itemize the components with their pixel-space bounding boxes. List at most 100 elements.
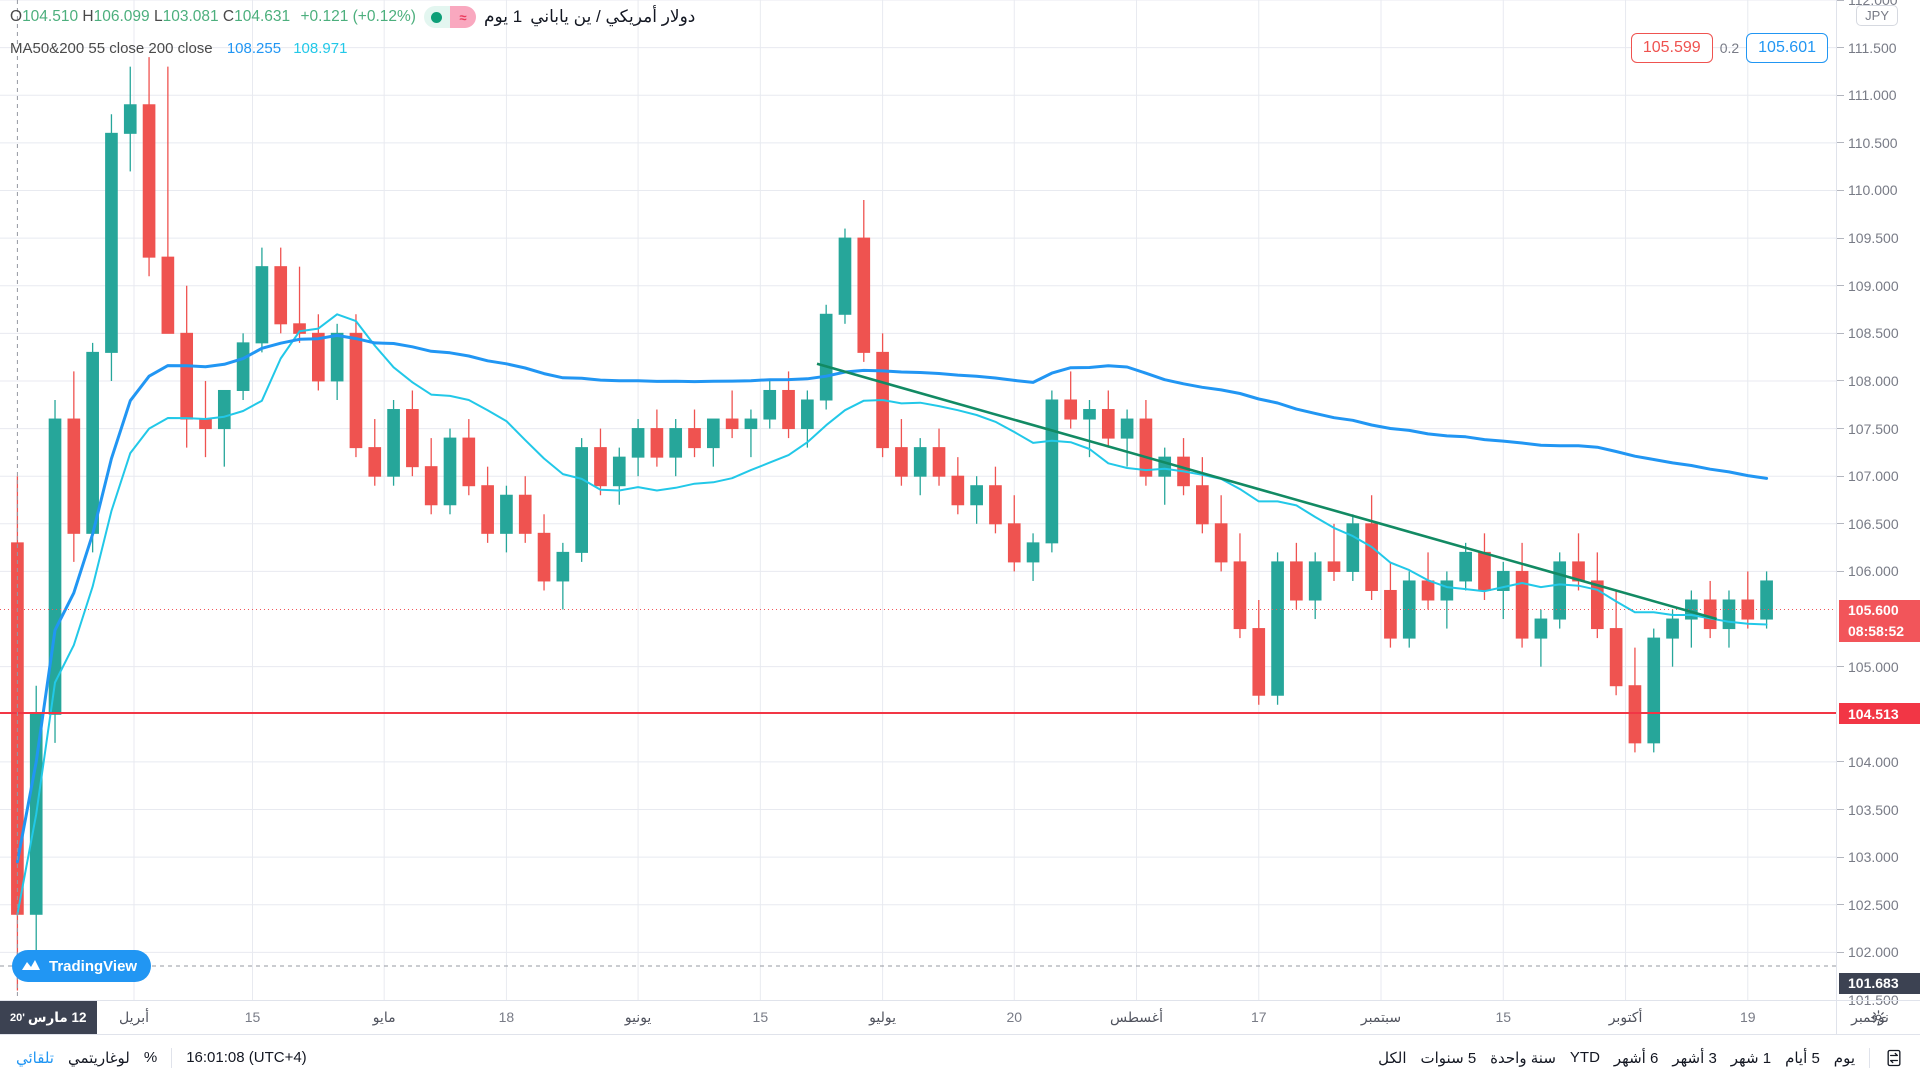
auto-scale-button[interactable]: تلقائي xyxy=(16,1049,54,1067)
range-button[interactable]: 1 شهر xyxy=(1730,1049,1772,1067)
currency-badge[interactable]: JPY xyxy=(1856,5,1898,26)
price-axis-tick-label: 109.500 xyxy=(1848,230,1899,247)
price-axis-tick-label: 105.000 xyxy=(1848,658,1899,675)
tick-dash-icon xyxy=(1837,380,1844,382)
ohlc-values: O104.510 H106.099 L103.081 C104.631 +0.1… xyxy=(10,8,416,26)
price-axis-tick: 103.500 xyxy=(1837,802,1920,818)
time-axis-tick-label: مايو xyxy=(372,1009,396,1025)
price-axis[interactable]: JPY 112.000 111.500 111.000 110.500 110.000 1… xyxy=(1836,0,1920,1008)
scale-bottom-badge[interactable]: 101.683 xyxy=(1839,972,1920,994)
time-axis-tick-label: أبريل xyxy=(119,1009,150,1025)
percent-scale-button[interactable]: % xyxy=(143,1049,158,1066)
tick-dash-icon xyxy=(1837,237,1844,239)
low-value: 103.081 xyxy=(162,8,219,25)
time-axis[interactable]: أبريل 15 مايو 18 يونيو 15 يوليو 20 أغسطس 17 سبتمبر… xyxy=(0,1000,1889,1035)
tick-dash-icon xyxy=(1837,523,1844,525)
gear-icon xyxy=(1871,1010,1886,1025)
price-axis-tick-label: 111.000 xyxy=(1848,87,1897,104)
range-button[interactable]: 6 أشهر xyxy=(1613,1049,1659,1067)
price-axis-tick: 107.500 xyxy=(1837,421,1920,437)
bid-price[interactable]: 105.599 xyxy=(1630,33,1713,63)
time-axis-tick-label: أغسطس xyxy=(1109,1009,1164,1025)
tick-dash-icon xyxy=(1837,475,1844,477)
chart-series-layer xyxy=(0,0,1836,1000)
price-axis-tick: 107.000 xyxy=(1837,468,1920,484)
price-axis-tick: 102.000 xyxy=(1837,944,1920,960)
toolbar-divider xyxy=(171,1047,173,1068)
price-axis-tick: 111.500 xyxy=(1837,40,1920,56)
tick-dash-icon xyxy=(1837,856,1844,858)
time-axis-tick-label: 18 xyxy=(498,1009,515,1025)
range-button[interactable]: 5 أيام xyxy=(1785,1049,1820,1067)
price-axis-tick-label: 103.500 xyxy=(1848,801,1899,818)
price-axis-tick-label: 110.500 xyxy=(1848,134,1898,151)
time-axis-tick-label: 17 xyxy=(1250,1009,1267,1025)
price-axis-tick: 108.500 xyxy=(1837,325,1920,341)
time-axis-tick-label: 15 xyxy=(244,1009,261,1025)
symbol-title[interactable]: دولار أمريكي / ين ياباني xyxy=(530,7,696,26)
indicator-name[interactable]: MA50&200 xyxy=(10,40,85,57)
price-axis-tick-label: 102.000 xyxy=(1848,944,1899,961)
tick-dash-icon xyxy=(1837,951,1844,953)
series-dot-icon xyxy=(431,11,443,23)
price-axis-tick-label: 112.000 xyxy=(1848,0,1898,8)
price-axis-tick: 112.000 xyxy=(1837,0,1920,8)
date-range-icon[interactable] xyxy=(1884,1048,1904,1068)
price-axis-tick: 104.000 xyxy=(1837,754,1920,770)
tick-dash-icon xyxy=(1837,570,1844,572)
range-button[interactable]: 5 سنوات xyxy=(1420,1049,1477,1067)
series-visibility-icon[interactable] xyxy=(423,6,450,28)
tradingview-logo-icon xyxy=(22,960,40,970)
close-value: 104.631 xyxy=(234,8,291,25)
tick-dash-icon xyxy=(1837,904,1844,906)
chart-style-toggle[interactable]: ≈ xyxy=(423,6,476,28)
clock-label[interactable]: 16:01:08 (UTC+4) xyxy=(186,1049,307,1066)
tick-dash-icon xyxy=(1837,142,1844,144)
tradingview-watermark[interactable]: TradingView xyxy=(12,950,152,982)
price-axis-tick-label: 108.500 xyxy=(1848,325,1899,342)
price-axis-tick: 109.000 xyxy=(1837,278,1920,294)
log-scale-button[interactable]: لوغاريتمي xyxy=(67,1049,130,1067)
open-value: 104.510 xyxy=(22,8,79,25)
change-value: +0.121 (+0.12%) xyxy=(300,8,416,25)
high-value: 106.099 xyxy=(93,8,150,25)
legend-symbol-row: دولار أمريكي / ين ياباني 1 يوم ≈ O104.51… xyxy=(10,6,695,28)
price-axis-tick: 110.500 xyxy=(1837,135,1920,151)
price-axis-tick: 109.500 xyxy=(1837,230,1920,246)
candle-style-icon[interactable]: ≈ xyxy=(449,6,476,28)
indicator-legend-row[interactable]: MA50&200 55 close 200 close 108.255 108.… xyxy=(10,40,695,57)
tick-dash-icon xyxy=(1837,809,1844,811)
open-label: O xyxy=(10,8,23,25)
alert-price-badge[interactable]: 104.513 xyxy=(1839,703,1920,725)
close-label: C xyxy=(222,8,235,25)
bottom-toolbar: تلقائي لوغاريتمي % 16:01:08 (UTC+4) يوم 5… xyxy=(0,1034,1920,1080)
range-button[interactable]: يوم xyxy=(1833,1049,1855,1067)
interval-label[interactable]: 1 يوم xyxy=(483,7,523,26)
chart-plot-area[interactable]: TradingView xyxy=(0,0,1836,1000)
chart-settings-button[interactable] xyxy=(1836,1000,1920,1034)
time-axis-tick-label: نوفمبر xyxy=(1851,1009,1889,1025)
range-button[interactable]: 3 أشهر xyxy=(1672,1049,1717,1067)
time-axis-tick-label: أكتوبر xyxy=(1608,1009,1643,1025)
countdown-badge[interactable]: 08:58:52 xyxy=(1839,620,1920,642)
price-axis-tick-label: 102.500 xyxy=(1848,896,1899,913)
low-label: L xyxy=(153,8,163,25)
range-button[interactable]: YTD xyxy=(1569,1049,1600,1066)
chart-grid xyxy=(0,0,1836,1000)
tick-dash-icon xyxy=(1837,94,1844,96)
tick-dash-icon xyxy=(1837,428,1844,430)
range-button[interactable]: الكل xyxy=(1378,1049,1407,1067)
price-axis-tick-label: 109.000 xyxy=(1848,277,1899,294)
price-axis-tick: 105.000 xyxy=(1837,659,1920,675)
time-axis-tick-label: 15 xyxy=(752,1009,769,1025)
current-price-badge[interactable]: 105.600 xyxy=(1839,599,1920,621)
ask-price[interactable]: 105.601 xyxy=(1746,33,1828,63)
tick-dash-icon xyxy=(1837,189,1844,191)
current-date-badge[interactable]: 12 مارس '20 xyxy=(0,1001,97,1035)
range-button[interactable]: سنة واحدة xyxy=(1490,1049,1556,1067)
tick-dash-icon xyxy=(1837,332,1844,334)
indicator-value-50: 108.255 xyxy=(226,40,282,57)
price-axis-tick: 103.000 xyxy=(1837,849,1920,865)
scale-options-group: تلقائي لوغاريتمي % 16:01:08 (UTC+4) xyxy=(16,1047,307,1068)
